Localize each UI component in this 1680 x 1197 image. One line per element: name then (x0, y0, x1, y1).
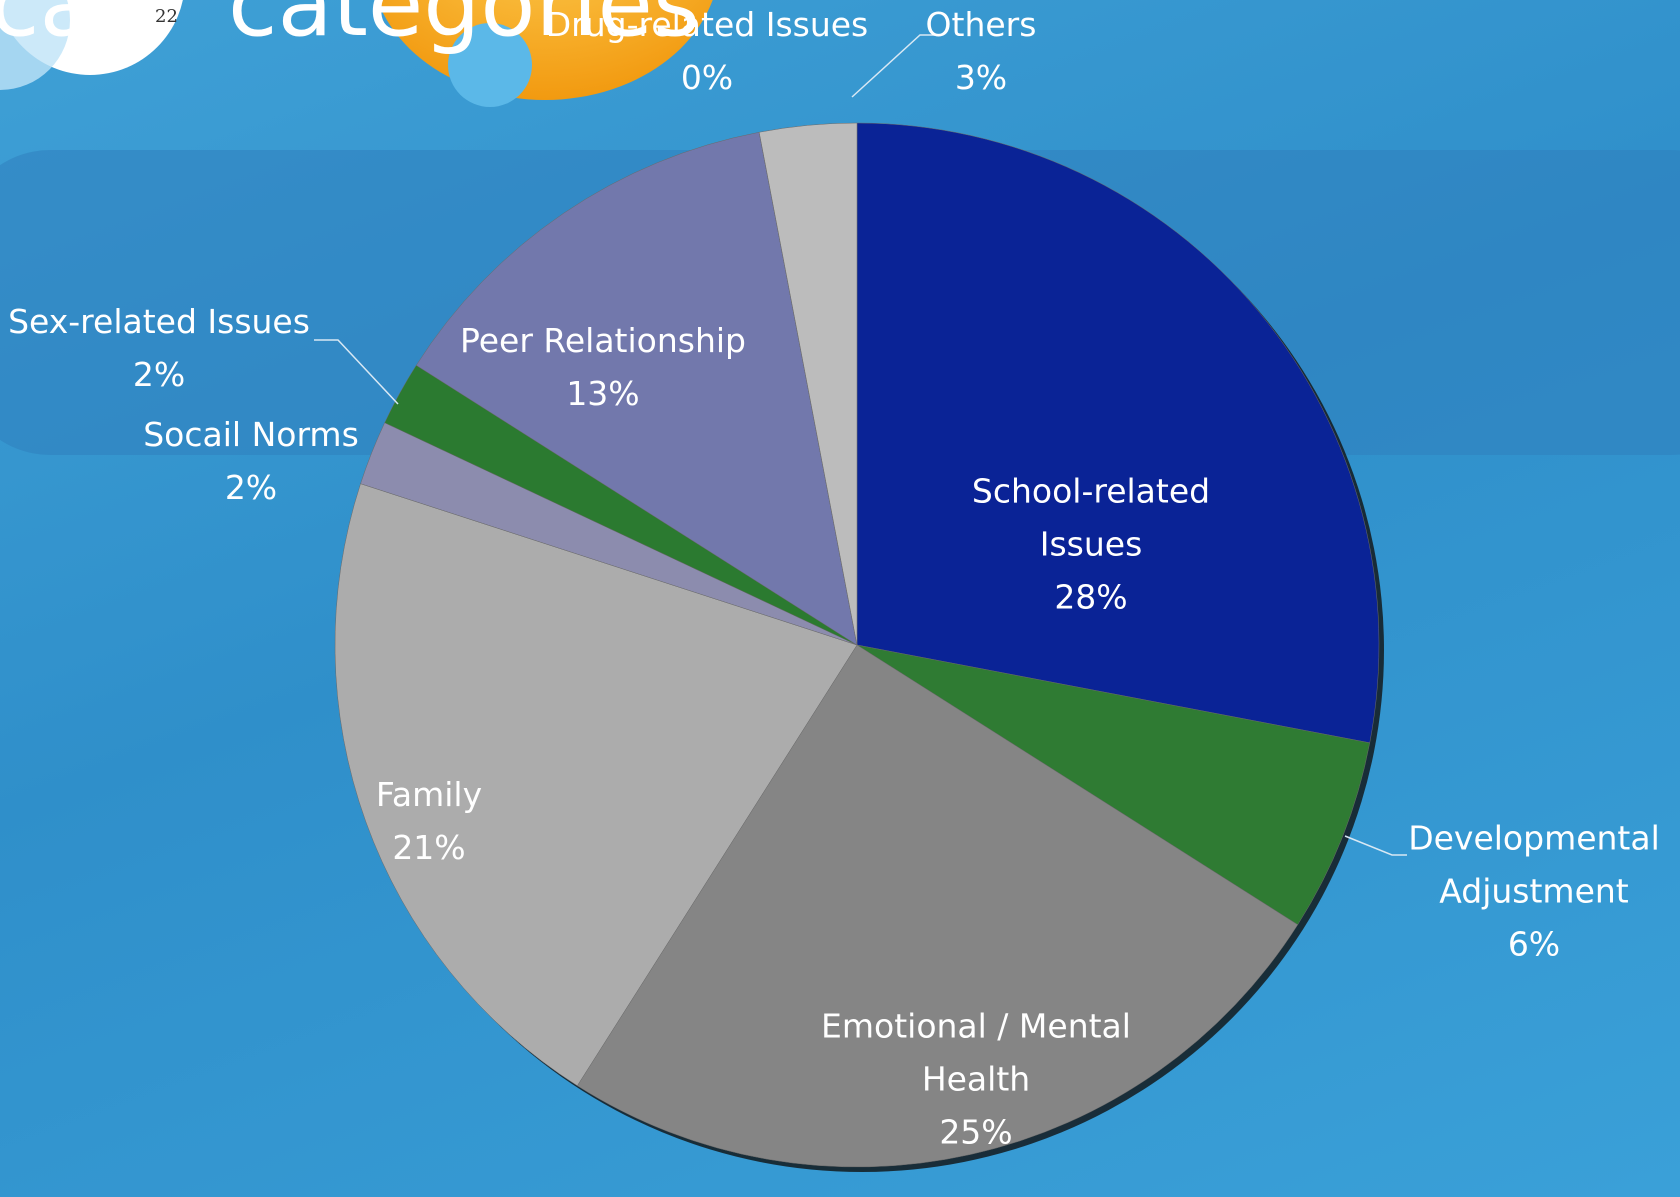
percent-label: 13% (460, 367, 746, 420)
title-fragment: ca (0, 0, 95, 57)
category-name: Emotional / Mental Health (801, 1000, 1151, 1106)
leader-line (1345, 836, 1407, 855)
category-name: School-related Issues (956, 465, 1226, 571)
category-name: Drug-related Issues (546, 0, 869, 51)
percent-label: 2% (8, 348, 310, 401)
category-name: Others (926, 0, 1037, 51)
category-name: Peer Relationship (460, 314, 746, 367)
percent-label: 28% (956, 571, 1226, 624)
percent-label: 2% (143, 461, 359, 514)
slide-number: 22 (155, 6, 178, 27)
slide: ca categories 22 School-related Issues28… (0, 0, 1680, 1197)
percent-label: 25% (801, 1106, 1151, 1159)
percent-label: 21% (376, 821, 482, 874)
percent-label: 6% (1399, 918, 1669, 971)
category-name: Sex-related Issues (8, 295, 310, 348)
category-name: Socail Norms (143, 408, 359, 461)
percent-label: 0% (546, 51, 869, 104)
category-name: Family (376, 768, 482, 821)
percent-label: 3% (926, 51, 1037, 104)
category-name: Developmental Adjustment (1399, 812, 1669, 918)
